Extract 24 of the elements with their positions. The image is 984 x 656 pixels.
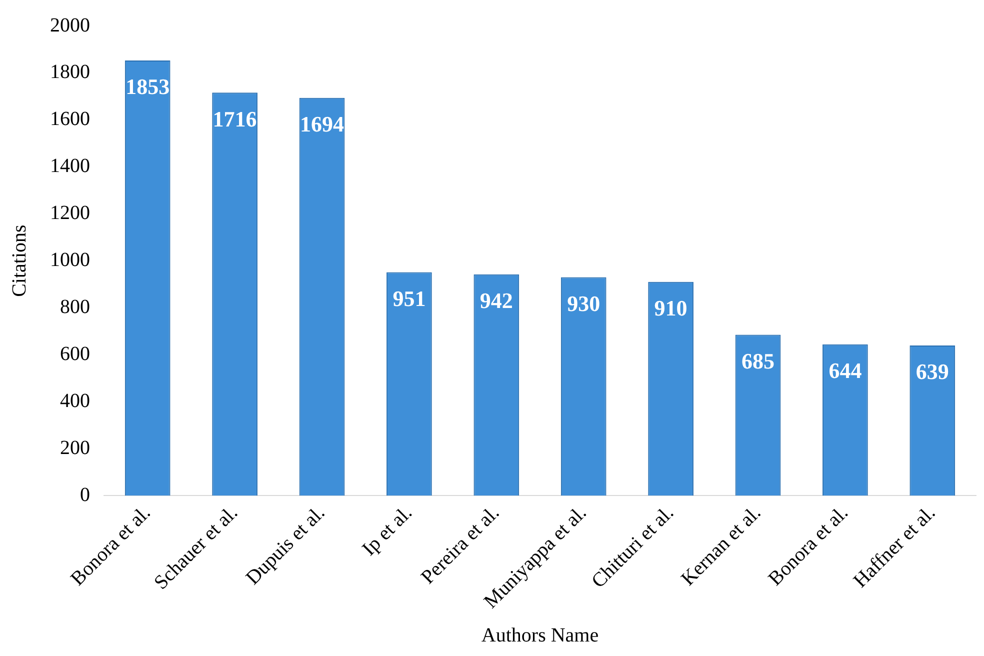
y-tick-label: 1800	[50, 61, 90, 84]
data-label: 639	[916, 359, 949, 384]
y-tick-label: 600	[60, 342, 90, 365]
y-tick-label: 2000	[50, 14, 90, 36]
data-label: 685	[742, 348, 774, 374]
data-label: 942	[480, 288, 513, 314]
y-tick-label: 400	[60, 390, 90, 412]
x-axis-title: Authors Name	[481, 624, 599, 646]
data-label: 1716	[212, 106, 257, 132]
data-label: 951	[392, 286, 426, 311]
y-tick-label: 1200	[50, 202, 90, 224]
x-tick-label: Ip et al.	[358, 502, 416, 560]
data-label: 930	[567, 290, 600, 316]
y-tick-label: 0	[80, 484, 90, 506]
data-label: 1853	[126, 74, 170, 100]
data-label: 910	[654, 296, 688, 321]
data-label: 644	[828, 358, 862, 384]
y-tick-label: 1600	[50, 108, 90, 130]
y-tick-label: 1000	[50, 249, 90, 272]
data-label: 1694	[300, 112, 344, 137]
y-tick-label: 1400	[50, 155, 90, 178]
y-tick-label: 200	[60, 436, 90, 459]
y-axis-title: Citations	[8, 224, 30, 297]
y-tick-label: 800	[60, 296, 90, 318]
